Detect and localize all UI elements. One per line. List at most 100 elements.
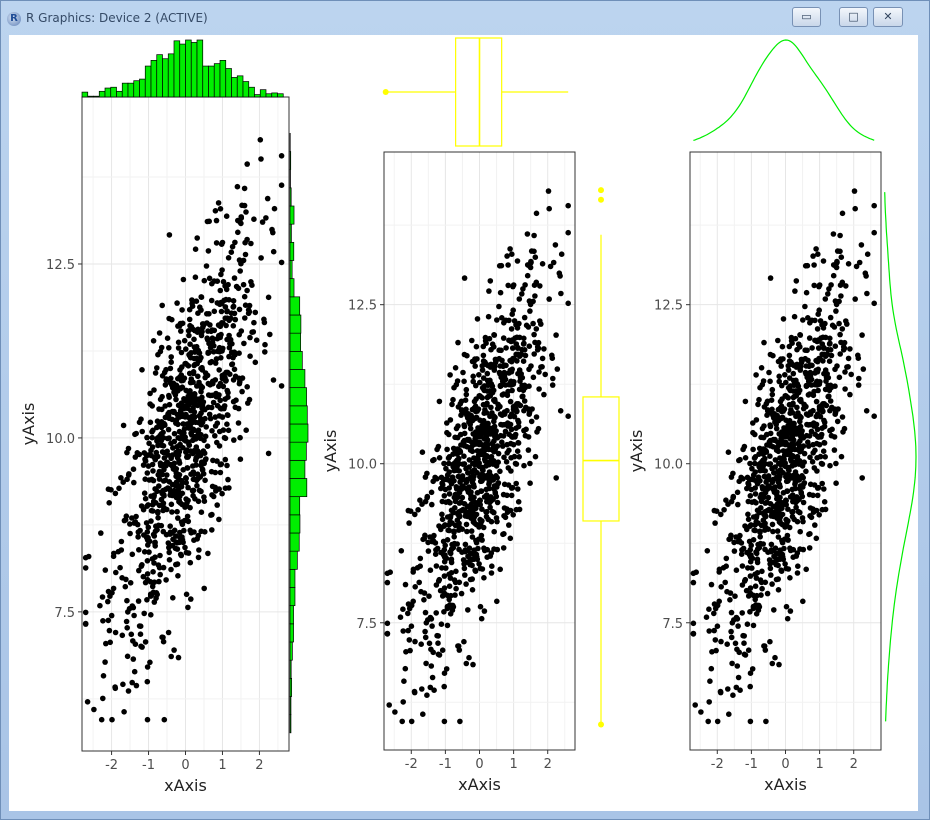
data-point [819,480,825,487]
data-point [728,634,735,641]
data-point [752,583,759,589]
data-point [426,640,433,647]
data-point [764,398,771,405]
data-point [441,683,448,690]
data-point [438,526,444,533]
data-point [119,632,126,639]
data-point [781,434,787,440]
data-point [712,520,718,526]
data-point [461,561,467,567]
data-point [844,321,850,327]
data-point [774,528,781,534]
data-point [788,359,794,366]
data-point [728,498,735,505]
data-point [494,405,501,412]
data-point [708,665,715,672]
data-point [536,386,542,392]
data-point [538,321,544,327]
data-point [469,556,475,563]
data-point [157,462,164,469]
data-point [425,548,432,554]
minimize-button[interactable]: ▭ [792,7,821,27]
data-point [421,590,428,596]
data-point [164,335,171,342]
data-point [195,532,202,539]
data-point [821,351,827,358]
data-point [166,479,173,485]
data-point [497,432,504,439]
data-point [120,422,127,429]
data-point [224,412,231,418]
data-point [218,271,224,278]
data-point [733,534,739,540]
data-point [813,246,819,252]
data-point [143,452,150,459]
title-bar[interactable]: R R Graphics: Device 2 (ACTIVE) ▭ □ ✕ [1,1,929,37]
data-point [751,455,758,461]
data-point [433,547,439,553]
data-point [750,472,757,478]
data-point [174,508,180,515]
data-point [516,454,522,460]
data-point [803,383,810,390]
data-point [199,403,206,410]
data-point [152,554,158,560]
data-point [703,614,710,620]
data-point [764,590,771,597]
data-point [491,332,498,338]
close-button[interactable]: ✕ [873,7,903,27]
data-point [530,320,536,327]
data-point [187,422,193,429]
data-point [418,641,425,647]
data-point [252,359,259,366]
data-point [247,334,253,341]
data-point [795,458,802,465]
data-point [496,303,502,310]
data-point [225,389,231,396]
data-point [836,298,842,305]
maximize-button[interactable]: □ [839,7,868,27]
data-point [147,419,154,426]
histogram-bar-x [110,86,117,98]
data-point [258,255,264,261]
histogram-bar-y [289,387,307,407]
data-point [822,296,829,302]
data-point [216,346,223,352]
data-point [443,666,450,672]
data-point [241,293,248,300]
data-point [201,437,207,444]
data-point [871,300,877,307]
data-point [466,545,473,551]
data-point [436,398,443,405]
data-point [190,476,197,483]
data-point [204,320,210,326]
data-point [183,591,190,598]
data-point [775,562,781,569]
data-point [788,444,795,451]
data-point [534,429,540,435]
data-point [501,421,508,428]
data-point [803,411,810,417]
data-point [503,459,510,465]
data-point [823,378,829,385]
data-point [821,439,827,446]
data-point [214,502,220,508]
data-point [100,673,107,679]
data-point [793,472,800,479]
data-point [237,434,243,441]
data-point [717,688,724,695]
data-point [513,480,519,487]
data-point [460,369,466,376]
histogram-bar-y [289,260,293,280]
data-point [479,506,485,512]
data-point [469,587,476,593]
histogram-bar-x [121,82,129,98]
data-point [178,519,185,525]
data-point [748,542,754,549]
data-point [166,401,173,408]
data-point [515,486,521,492]
data-point [497,411,504,417]
boxplot-outlier-y [598,721,604,728]
data-point [487,472,494,479]
data-point [156,564,163,571]
